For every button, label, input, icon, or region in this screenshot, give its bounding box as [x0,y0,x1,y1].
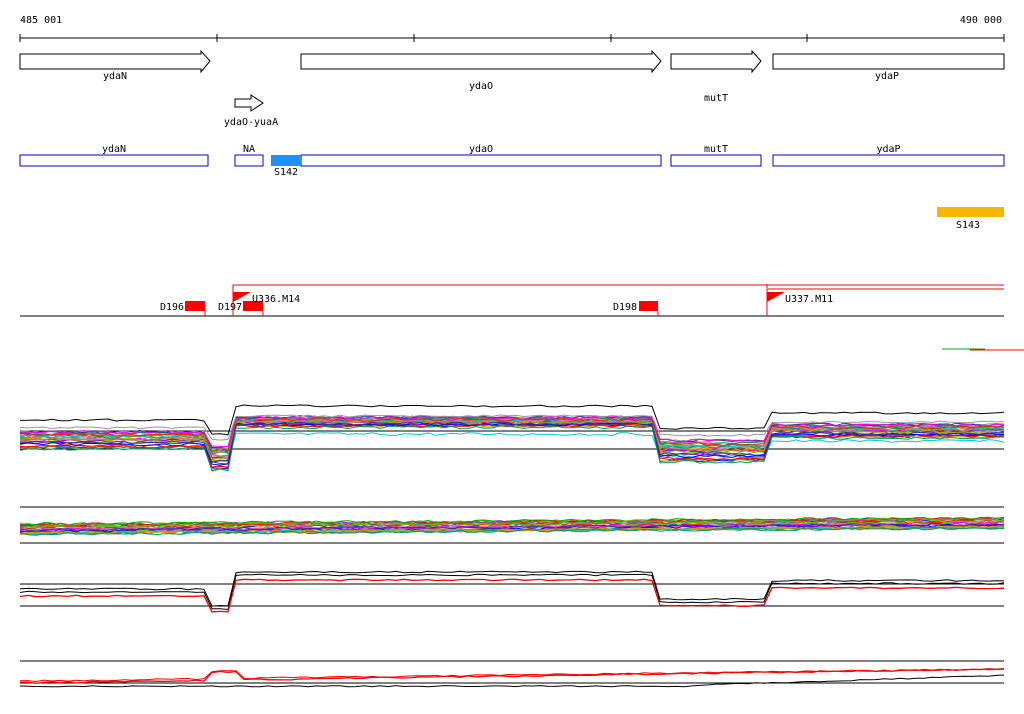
expression-trace [19,422,1005,466]
expression-trace [19,522,1005,532]
segment-track: S142 S143 [271,155,1004,231]
gene-label: mutT [704,93,728,104]
upshift-label: U337.M11 [785,294,833,305]
transcript-box [234,154,264,167]
transcript-box [300,154,662,167]
expression-trace [19,404,1005,436]
expression-trace [19,423,1005,469]
gene-arrow [234,94,264,112]
gene-label: ydaO [469,81,493,92]
ruler-ticks [19,34,1005,42]
shift-track: D196 D197 D198 U336.M14 U337.M11 [20,284,1004,317]
gene-track: ydaN ydaO mutT ydaP ydaO-yuaA [19,49,1005,128]
summary-trace [19,668,1005,683]
transcript-label: mutT [704,144,728,155]
expression-trace [19,420,1005,460]
ruler-start-label: 485 001 [20,15,62,26]
expression-profiles-panel [19,404,1005,472]
transcript-box [670,154,762,167]
shift-marks: D196 D197 D198 U336.M14 U337.M11 [160,292,833,316]
expression-trace [19,519,1005,530]
downshift-label: D196 [160,302,184,313]
legend-mark [942,348,1024,351]
segment-block [937,207,1004,217]
segment-block [271,155,301,166]
expression-profiles-panel-2 [19,506,1005,544]
transcript-box [772,154,1005,167]
gene-label: ydaO-yuaA [224,117,278,128]
upshift-flag [233,292,251,302]
transcript-label: NA [243,144,255,155]
downshift-label: D198 [613,302,637,313]
expression-trace [19,425,1005,472]
gene-arrow [772,53,1005,70]
expression-trace [20,432,1005,463]
gene-arrow [300,49,662,74]
transcript-track: ydaN NA ydaO mutT ydaP [19,144,1005,167]
expression-trace [20,417,1005,453]
transcript-label: ydaP [876,144,900,155]
gene-label: ydaP [875,71,899,82]
transcript-label: ydaO [469,144,493,155]
segment-label: S142 [274,167,298,178]
gene-arrow [19,49,211,74]
gene-label: ydaN [103,71,127,82]
summary-trace [19,674,1005,688]
downshift-block [243,301,263,311]
expression-trace [19,519,1005,529]
expression-trace [19,526,1005,536]
summary-profiles-panel [19,570,1005,613]
expression-trace [19,414,1005,441]
expression-trace [19,516,1005,526]
downshift-block [639,301,658,311]
summary-profiles-panel-2 [19,660,1005,688]
ruler-end-label: 490 000 [960,15,1002,26]
downshift-block [185,301,205,311]
segment-label: S143 [956,220,980,231]
expression-trace [19,418,1004,455]
upshift-flag [767,292,785,302]
transcript-label: ydaN [102,144,126,155]
summary-trace [19,578,1005,613]
upshift-label: U336.M14 [252,294,300,305]
expression-trace [19,421,1005,464]
expression-trace [19,419,1005,458]
downshift-label: D197 [218,302,242,313]
gene-arrow [670,49,762,74]
summary-trace [19,570,1005,607]
transcript-box [19,154,209,167]
summary-trace [19,573,1005,611]
expression-trace [19,523,1005,533]
expression-trace [19,525,1005,535]
position-ruler: 485 001 490 000 [19,15,1005,42]
